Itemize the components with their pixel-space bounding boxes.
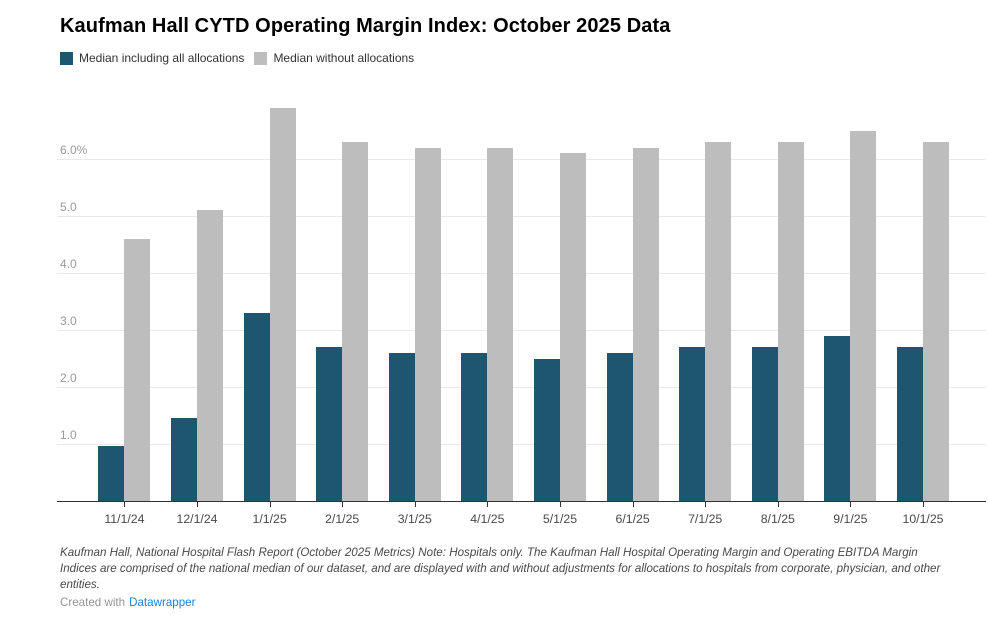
bar-group [461, 147, 514, 501]
bar-including-allocations [98, 445, 125, 501]
bar-including-allocations [534, 358, 560, 501]
bar-including-allocations [461, 352, 488, 501]
footnote: Kaufman Hall, National Hospital Flash Re… [60, 545, 980, 592]
x-axis-label: 8/1/25 [760, 512, 795, 526]
bar-without-allocations [923, 141, 949, 501]
legend-item-including-allocations: Median including all allocations [60, 51, 244, 65]
x-axis-label: 1/1/25 [252, 512, 287, 526]
x-axis-label: 7/1/25 [688, 512, 723, 526]
bar-including-allocations [679, 347, 706, 501]
footnote-line: Kaufman Hall, National Hospital Flash Re… [60, 546, 918, 559]
x-axis-tick [342, 502, 344, 507]
x-axis-tick [414, 502, 416, 507]
attribution-text: Created with [60, 596, 126, 609]
bar-group [824, 130, 877, 501]
bar-including-allocations [171, 418, 197, 501]
x-axis-tick [923, 502, 924, 507]
bar-without-allocations [705, 141, 732, 501]
gridline [57, 444, 986, 445]
x-axis-tick [560, 502, 561, 507]
x-axis-label: 9/1/25 [833, 512, 868, 526]
y-axis-label: 2.0 [60, 371, 77, 385]
bar-without-allocations [560, 153, 586, 501]
x-axis-tick [632, 502, 634, 507]
y-axis-label: 4.0 [60, 257, 77, 271]
legend-swatch-without-allocations [254, 51, 268, 65]
bar-without-allocations [342, 141, 369, 501]
x-axis-label: 6/1/25 [615, 512, 650, 526]
bar-group [679, 141, 732, 501]
legend-item-without-allocations: Median without allocations [254, 51, 414, 65]
gridline [57, 387, 986, 388]
x-axis-label: 2/1/25 [325, 512, 360, 526]
x-axis-tick [777, 502, 779, 507]
x-axis-label: 4/1/25 [470, 512, 505, 526]
gridline [57, 159, 986, 160]
bar-group [98, 238, 151, 501]
x-axis-label: 10/1/25 [902, 512, 944, 526]
bar-including-allocations [388, 352, 415, 501]
x-axis-label: 3/1/25 [397, 512, 432, 526]
bar-group [388, 147, 441, 501]
y-axis-label: 1.0 [60, 428, 77, 442]
datawrapper-link[interactable]: Datawrapper [129, 596, 196, 609]
bar-including-allocations [897, 347, 923, 501]
x-axis-tick [705, 502, 707, 507]
bar-group [897, 141, 949, 501]
x-axis-label: 11/1/24 [104, 512, 145, 526]
bar-without-allocations [197, 210, 223, 501]
attribution: Created with Datawrapper [60, 596, 195, 609]
bar-including-allocations [316, 347, 343, 501]
x-axis-tick [487, 502, 489, 507]
x-axis-labels: 11/1/24 12/1/24 1/1/25 2/1/25 3/1/25 4/1/25 5/… [57, 512, 986, 528]
bar-without-allocations [850, 130, 877, 501]
bar-without-allocations [777, 141, 804, 501]
bar-group [606, 147, 659, 501]
x-axis-line [57, 501, 986, 502]
legend-label-including-allocations: Median including all allocations [79, 51, 245, 65]
bar-group [243, 107, 296, 501]
legend-label-without-allocations: Median without allocations [273, 51, 415, 65]
gridline [57, 273, 986, 274]
bar-without-allocations [632, 147, 659, 501]
bar-including-allocations [606, 352, 633, 501]
bar-without-allocations [269, 107, 296, 501]
legend-swatch-including-allocations [60, 51, 73, 65]
y-axis-label: 3.0 [60, 314, 77, 328]
x-axis-tick [850, 502, 852, 507]
x-axis-tick [124, 502, 126, 507]
bar-including-allocations [243, 312, 270, 501]
x-axis-label: 5/1/25 [542, 512, 578, 526]
legend: Median including all allocations Median … [60, 51, 424, 65]
gridline [57, 330, 986, 331]
bar-group [751, 141, 804, 501]
y-axis-label: 6.0% [60, 143, 88, 157]
footnote-line: Indices are comprised of the national me… [60, 561, 941, 575]
bar-group [534, 153, 586, 501]
bar-without-allocations [124, 238, 151, 501]
gridline [57, 216, 986, 217]
x-axis-label: 12/1/24 [176, 512, 218, 526]
y-axis-label: 5.0 [60, 200, 77, 214]
plot-area: 1.0 2.0 3.0 4.0 5.0 6.0% [57, 95, 986, 507]
bar-group [171, 210, 223, 501]
bar-without-allocations [487, 147, 514, 501]
bar-group [316, 141, 369, 501]
bar-including-allocations [824, 335, 851, 501]
bar-without-allocations [414, 147, 441, 501]
x-axis-tick [269, 502, 271, 507]
bar-including-allocations [751, 347, 778, 501]
chart-title: Kaufman Hall CYTD Operating Margin Index… [60, 15, 671, 37]
x-axis-tick [197, 502, 198, 507]
footnote-line: entities. [60, 577, 100, 591]
